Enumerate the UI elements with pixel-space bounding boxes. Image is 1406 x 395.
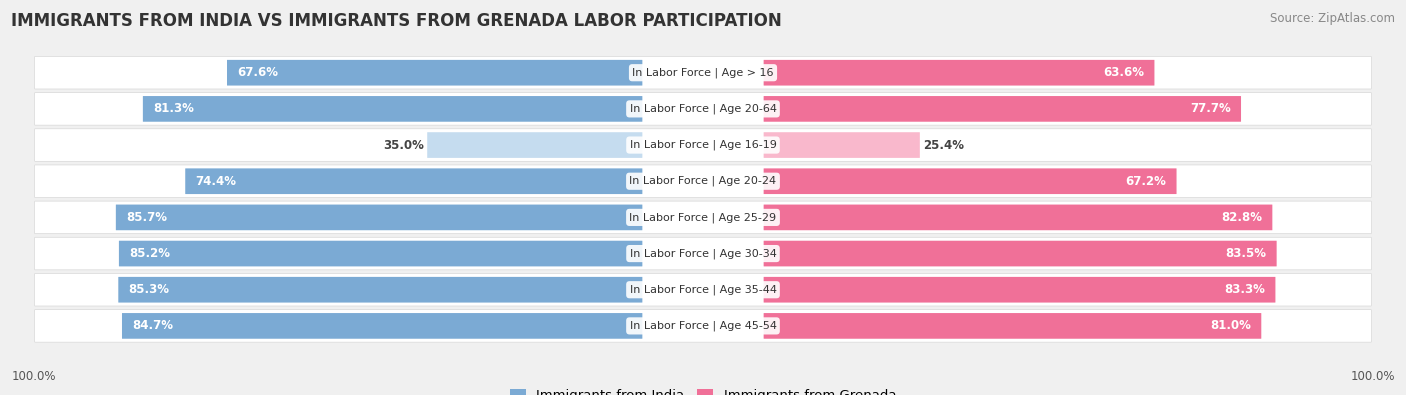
FancyBboxPatch shape [186,168,643,194]
Text: In Labor Force | Age 16-19: In Labor Force | Age 16-19 [630,140,776,150]
FancyBboxPatch shape [763,168,1177,194]
FancyBboxPatch shape [35,129,1371,161]
FancyBboxPatch shape [122,313,643,339]
FancyBboxPatch shape [35,310,1371,342]
Text: 83.3%: 83.3% [1225,283,1265,296]
FancyBboxPatch shape [763,96,1241,122]
Text: In Labor Force | Age 20-24: In Labor Force | Age 20-24 [630,176,776,186]
FancyBboxPatch shape [35,273,1371,306]
FancyBboxPatch shape [763,205,1272,230]
Text: 67.6%: 67.6% [238,66,278,79]
Text: Source: ZipAtlas.com: Source: ZipAtlas.com [1270,12,1395,25]
FancyBboxPatch shape [35,201,1371,234]
FancyBboxPatch shape [763,132,920,158]
Text: IMMIGRANTS FROM INDIA VS IMMIGRANTS FROM GRENADA LABOR PARTICIPATION: IMMIGRANTS FROM INDIA VS IMMIGRANTS FROM… [11,12,782,30]
Text: 81.0%: 81.0% [1211,320,1251,333]
Text: In Labor Force | Age 45-54: In Labor Force | Age 45-54 [630,321,776,331]
Text: In Labor Force | Age 20-64: In Labor Force | Age 20-64 [630,103,776,114]
Text: 74.4%: 74.4% [195,175,236,188]
FancyBboxPatch shape [763,241,1277,266]
FancyBboxPatch shape [763,277,1275,303]
Text: In Labor Force | Age > 16: In Labor Force | Age > 16 [633,68,773,78]
Text: 63.6%: 63.6% [1104,66,1144,79]
FancyBboxPatch shape [143,96,643,122]
FancyBboxPatch shape [35,237,1371,270]
FancyBboxPatch shape [35,92,1371,125]
Text: 100.0%: 100.0% [1350,370,1395,383]
FancyBboxPatch shape [120,241,643,266]
Text: 100.0%: 100.0% [11,370,56,383]
FancyBboxPatch shape [226,60,643,86]
FancyBboxPatch shape [427,132,643,158]
FancyBboxPatch shape [35,165,1371,198]
Text: In Labor Force | Age 30-34: In Labor Force | Age 30-34 [630,248,776,259]
Text: 77.7%: 77.7% [1189,102,1230,115]
Text: 85.2%: 85.2% [129,247,170,260]
Text: 83.5%: 83.5% [1226,247,1267,260]
Text: 85.3%: 85.3% [128,283,170,296]
FancyBboxPatch shape [35,56,1371,89]
Text: 81.3%: 81.3% [153,102,194,115]
Text: 84.7%: 84.7% [132,320,173,333]
FancyBboxPatch shape [118,277,643,303]
Text: In Labor Force | Age 35-44: In Labor Force | Age 35-44 [630,284,776,295]
FancyBboxPatch shape [115,205,643,230]
Text: 25.4%: 25.4% [924,139,965,152]
Text: 35.0%: 35.0% [382,139,425,152]
Text: 67.2%: 67.2% [1125,175,1167,188]
Text: 82.8%: 82.8% [1222,211,1263,224]
Text: 85.7%: 85.7% [127,211,167,224]
FancyBboxPatch shape [763,313,1261,339]
FancyBboxPatch shape [763,60,1154,86]
Text: In Labor Force | Age 25-29: In Labor Force | Age 25-29 [630,212,776,223]
Legend: Immigrants from India, Immigrants from Grenada: Immigrants from India, Immigrants from G… [505,384,901,395]
